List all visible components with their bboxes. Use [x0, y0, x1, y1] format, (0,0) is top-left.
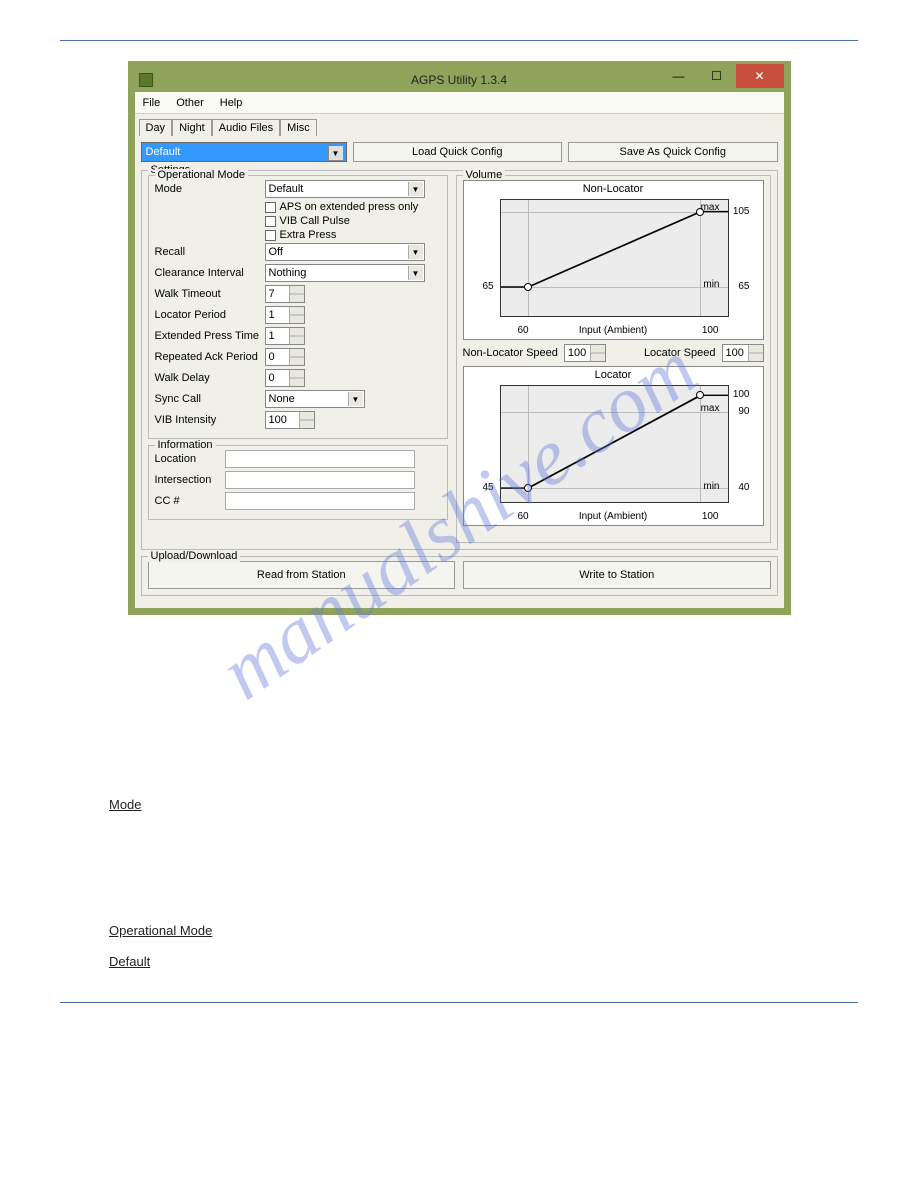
loc-x-axis: Input (Ambient) [579, 511, 647, 522]
loc-right-top-tick: 100 [733, 389, 750, 400]
rep-ack-label: Repeated Ack Period [155, 351, 265, 363]
loc-right-low-tick: 40 [738, 482, 749, 493]
page-body-text: Mode Operational Mode Default [109, 655, 809, 972]
walk-timeout-spinner[interactable]: 7 [265, 285, 305, 303]
write-station-button[interactable]: Write to Station [463, 561, 771, 589]
nonloc-plot: 65 105 65 max min [500, 199, 729, 317]
loc-title: Locator [595, 369, 632, 381]
intersection-label: Intersection [155, 474, 225, 486]
nonloc-left-low-tick: 65 [483, 281, 494, 292]
close-button[interactable]: ✕ [736, 64, 784, 88]
cc-label: CC # [155, 495, 225, 507]
nonloc-x-axis: Input (Ambient) [579, 325, 647, 336]
extra-checkbox[interactable] [265, 230, 276, 241]
information-group: Information Location Intersection CC # [148, 445, 448, 520]
save-quick-config-button[interactable]: Save As Quick Config [568, 142, 778, 162]
menu-file[interactable]: File [143, 97, 161, 109]
walk-delay-spinner[interactable]: 0 [265, 369, 305, 387]
titlebar: AGPS Utility 1.3.4 — ☐ ✕ [135, 68, 784, 92]
nonloc-max-label: max [701, 202, 720, 213]
nonloc-speed-label: Non-Locator Speed [463, 347, 558, 359]
tab-audio[interactable]: Audio Files [212, 119, 280, 136]
loc-speed-spinner[interactable]: 100 [722, 344, 764, 362]
locator-chart[interactable]: Locator Output (Speaker) Input (Ambient) [463, 366, 764, 526]
locator-period-spinner[interactable]: 1 [265, 306, 305, 324]
loc-right-high-tick: 90 [738, 406, 749, 417]
aps-checkbox[interactable] [265, 202, 276, 213]
loc-marker-high[interactable] [696, 391, 704, 399]
nonloc-marker-low[interactable] [524, 283, 532, 291]
nonloc-xtick-60: 60 [518, 325, 529, 336]
ext-press-spinner[interactable]: 1 [265, 327, 305, 345]
loc-marker-low[interactable] [524, 484, 532, 492]
nonloc-title: Non-Locator [583, 183, 644, 195]
window-title: AGPS Utility 1.3.4 [411, 73, 507, 87]
maximize-button[interactable]: ☐ [698, 64, 736, 88]
mode-select[interactable]: Default [265, 180, 425, 198]
cc-input[interactable] [225, 492, 415, 510]
clearance-select[interactable]: Nothing [265, 264, 425, 282]
nonlocator-chart[interactable]: Non-Locator Output (Speaker) Input (Ambi… [463, 180, 764, 340]
vib-label: VIB Call Pulse [280, 215, 350, 227]
extra-label: Extra Press [280, 229, 337, 241]
info-legend: Information [155, 439, 216, 451]
loc-speed-label: Locator Speed [644, 347, 716, 359]
nonloc-right-high-tick: 105 [733, 206, 750, 217]
vib-checkbox[interactable] [265, 216, 276, 227]
menu-other[interactable]: Other [176, 97, 204, 109]
page-divider-top [60, 40, 858, 41]
loc-min-label: min [703, 481, 719, 492]
load-quick-config-button[interactable]: Load Quick Config [353, 142, 563, 162]
locator-period-label: Locator Period [155, 309, 265, 321]
tab-day[interactable]: Day [139, 119, 173, 136]
ext-press-label: Extended Press Time [155, 330, 265, 342]
mode-section-heading: Mode [109, 795, 809, 815]
vib-int-label: VIB Intensity [155, 414, 265, 426]
intersection-input[interactable] [225, 471, 415, 489]
quick-config-select[interactable]: Default [141, 142, 347, 162]
aps-label: APS on extended press only [280, 201, 419, 213]
app-icon [139, 73, 153, 87]
read-station-button[interactable]: Read from Station [148, 561, 456, 589]
loc-xtick-60: 60 [518, 511, 529, 522]
operational-mode-group: Operational Mode Mode Default APS on ext… [148, 175, 448, 439]
op-mode-legend: Operational Mode [155, 169, 248, 181]
location-input[interactable] [225, 450, 415, 468]
op-mode-section-heading: Operational Mode [109, 921, 809, 941]
default-section-heading: Default [109, 952, 809, 972]
rep-ack-spinner[interactable]: 0 [265, 348, 305, 366]
app-window: AGPS Utility 1.3.4 — ☐ ✕ File Other Help… [128, 61, 791, 615]
clearance-label: Clearance Interval [155, 267, 265, 279]
upload-download-group: Upload/Download Read from Station Write … [141, 556, 778, 596]
nonloc-right-low-tick: 65 [738, 281, 749, 292]
nonloc-min-label: min [703, 279, 719, 290]
updown-legend: Upload/Download [148, 550, 241, 562]
nonloc-speed-spinner[interactable]: 100 [564, 344, 606, 362]
mode-label: Mode [155, 183, 265, 195]
loc-plot: 45 100 90 40 max min [500, 385, 729, 503]
location-label: Location [155, 453, 225, 465]
minimize-button[interactable]: — [660, 64, 698, 88]
loc-max-label: max [701, 403, 720, 414]
recall-label: Recall [155, 246, 265, 258]
vib-int-spinner[interactable]: 100 [265, 411, 315, 429]
sync-call-select[interactable]: None [265, 390, 365, 408]
menubar: File Other Help [135, 92, 784, 114]
loc-xtick-100: 100 [702, 511, 719, 522]
menu-help[interactable]: Help [220, 97, 243, 109]
settings-group: Settings Operational Mode Mode Default A… [141, 170, 778, 550]
tabbar: Day Night Audio Files Misc [135, 114, 784, 136]
loc-left-low-tick: 45 [483, 482, 494, 493]
tab-misc[interactable]: Misc [280, 119, 317, 136]
page-divider-bottom [60, 1002, 858, 1003]
walk-delay-label: Walk Delay [155, 372, 265, 384]
tab-night[interactable]: Night [172, 119, 212, 136]
sync-call-label: Sync Call [155, 393, 265, 405]
recall-select[interactable]: Off [265, 243, 425, 261]
volume-group: Volume Non-Locator Output (Speaker) Inpu… [456, 175, 771, 543]
walk-timeout-label: Walk Timeout [155, 288, 265, 300]
nonloc-xtick-100: 100 [702, 325, 719, 336]
